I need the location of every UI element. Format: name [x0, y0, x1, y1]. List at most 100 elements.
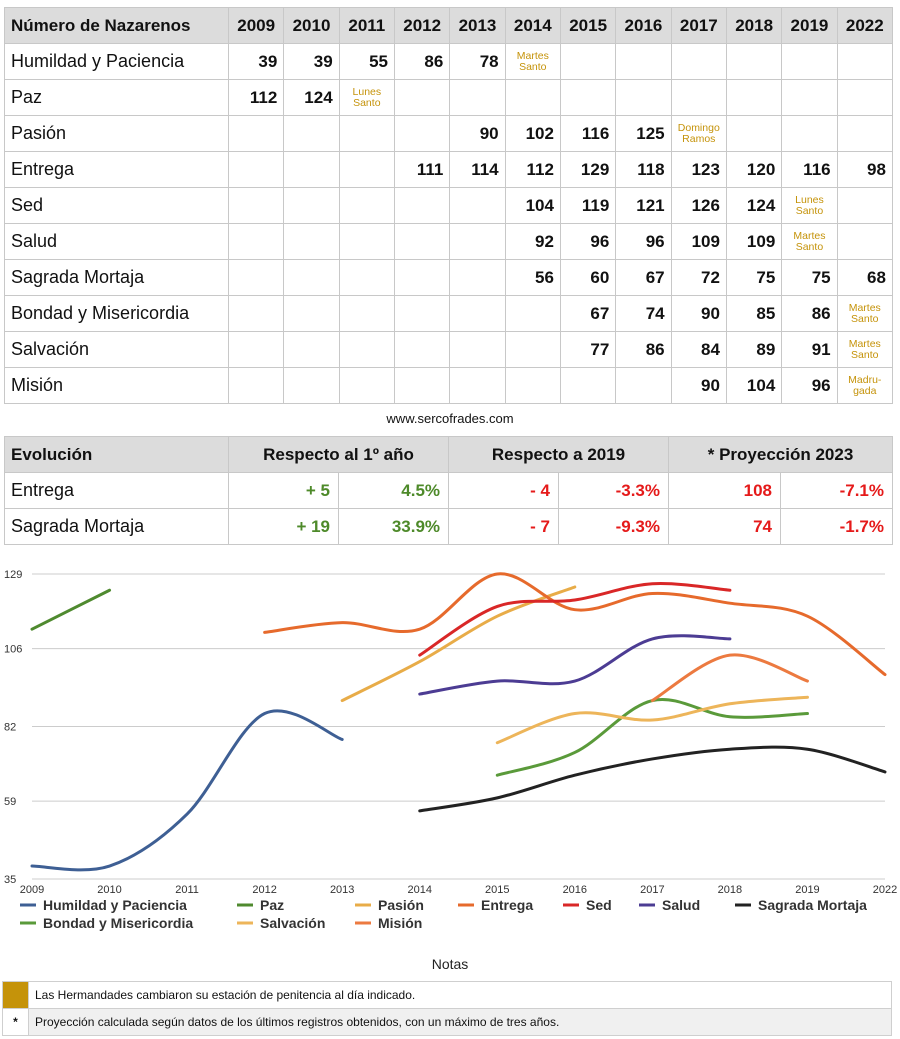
hermandad-name: Sed [4, 187, 229, 224]
station-change-note: Madru-gada [836, 367, 893, 404]
legend-label: Entrega [481, 897, 533, 913]
nazarenos-count [283, 295, 340, 332]
nazarenos-count [615, 367, 672, 404]
nazarenos-count: 102 [504, 115, 561, 152]
x-tick-label: 2018 [718, 884, 742, 896]
legend-label: Paz [260, 897, 284, 913]
nazarenos-count [393, 367, 451, 404]
station-change-note: Martes Santo [781, 223, 838, 260]
nazarenos-count [836, 187, 893, 224]
station-change-note: Lunes Santo [338, 79, 395, 116]
hermandad-name: Salud [4, 223, 229, 260]
nazarenos-count [338, 223, 395, 260]
nazarenos-count [283, 115, 340, 152]
nazarenos-row: Paz 112 124 Lunes Santo [4, 79, 893, 116]
nazarenos-count [449, 187, 506, 224]
legend-label: Pasión [378, 897, 424, 913]
nazarenos-count [504, 331, 561, 368]
hermandad-name: Paz [4, 79, 229, 116]
projection-value: 108 [668, 472, 782, 509]
evolucion-header-row: Evolución Respecto al 1º año Respecto a … [4, 436, 894, 473]
nazarenos-count: 85 [725, 295, 783, 332]
nazarenos-row: Bondad y Misericordia 67 74 90 85 86 Martes San… [4, 295, 893, 332]
year-header: 2013 [449, 7, 506, 44]
nazarenos-count [504, 295, 561, 332]
y-tick-label: 129 [4, 569, 22, 581]
nazarenos-count [725, 115, 783, 152]
year-header: 2012 [393, 7, 451, 44]
note-text: Las Hermandades cambiaron su estación de… [28, 981, 892, 1009]
nazarenos-count: 91 [781, 331, 838, 368]
nazarenos-count [725, 79, 783, 116]
chart-legend: Humildad y Paciencia Paz Pasión Entrega Sed S… [20, 897, 867, 931]
nazarenos-count: 72 [670, 259, 727, 296]
nazarenos-count [338, 367, 395, 404]
header-2019: Respecto a 2019 [448, 436, 670, 473]
nazarenos-count [781, 79, 838, 116]
nazarenos-count [559, 43, 617, 80]
nazarenos-count [781, 115, 838, 152]
nazarenos-count [283, 151, 340, 188]
x-tick-label: 2017 [640, 884, 664, 896]
legend-label: Sagrada Mortaja [758, 897, 867, 913]
nazarenos-count: 125 [615, 115, 672, 152]
nazarenos-count: 104 [504, 187, 561, 224]
nazarenos-count [227, 367, 285, 404]
nazarenos-count [836, 43, 893, 80]
nazarenos-count: 109 [670, 223, 727, 260]
note-row: * Proyección calculada según datos de lo… [2, 1008, 892, 1036]
y2019-pct: -9.3% [558, 508, 670, 545]
nazarenos-count: 109 [725, 223, 783, 260]
nazarenos-count: 75 [781, 259, 838, 296]
nazarenos-count: 39 [227, 43, 285, 80]
projection-value: 74 [668, 508, 782, 545]
nazarenos-count [393, 295, 451, 332]
station-change-note: Lunes Santo [781, 187, 838, 224]
nazarenos-row: Pasión 90 102 116 125 Domingo Ramos [4, 115, 893, 152]
nazarenos-count [393, 331, 451, 368]
nazarenos-count: 114 [449, 151, 506, 188]
nazarenos-row: Salvación 77 86 84 89 91 Martes Santo [4, 331, 893, 368]
nazarenos-count [393, 223, 451, 260]
nazarenos-count: 74 [615, 295, 672, 332]
nazarenos-count [227, 331, 285, 368]
hermandad-name: Misión [4, 367, 229, 404]
series-line [495, 697, 809, 777]
nazarenos-row: Salud 92 96 96 109 109 Martes Santo [4, 223, 893, 260]
legend-label: Misión [378, 915, 422, 931]
nazarenos-count [836, 115, 893, 152]
nazarenos-count [338, 151, 395, 188]
line-chart: 35 59 82 106 129 2009 2010 2011 2012 2013 2014 2015… [4, 569, 897, 931]
nazarenos-count: 90 [670, 295, 727, 332]
nazarenos-count [449, 79, 506, 116]
hermandad-name: Pasión [4, 115, 229, 152]
first-year-pct: 33.9% [337, 508, 450, 545]
y-tick-label: 82 [4, 722, 16, 734]
nazarenos-count [615, 43, 672, 80]
evolucion-table: Evolución Respecto al 1º año Respecto a … [4, 436, 894, 545]
nazarenos-count: 98 [836, 151, 893, 188]
nazarenos-count [227, 187, 285, 224]
nazarenos-count: 96 [559, 223, 617, 260]
nazarenos-count: 86 [393, 43, 451, 80]
nazarenos-header-label: Número de Nazarenos [4, 7, 229, 44]
evolucion-row: Sagrada Mortaja + 19 33.9% - 7 -9.3% 74 … [4, 508, 894, 545]
nazarenos-count [449, 331, 506, 368]
first-year-pct: 4.5% [337, 472, 450, 509]
legend-label: Salvación [260, 915, 325, 931]
nazarenos-count [338, 259, 395, 296]
nazarenos-count [615, 79, 672, 116]
nazarenos-count [449, 295, 506, 332]
first-year-diff: + 19 [228, 508, 339, 545]
year-header: 2019 [781, 7, 838, 44]
year-header: 2011 [338, 7, 395, 44]
series-line [495, 695, 809, 745]
nazarenos-count: 75 [725, 259, 783, 296]
x-tick-label: 2016 [563, 884, 587, 896]
nazarenos-row: Humildad y Paciencia 39 39 55 86 78 Martes Sant… [4, 43, 893, 80]
chart-axes: 35 59 82 106 129 2009 2010 2011 2012 2013 2014 2015… [4, 569, 897, 896]
hermandad-name: Bondad y Misericordia [4, 295, 229, 332]
nazarenos-count: 56 [504, 259, 561, 296]
chart-grid [32, 573, 885, 880]
nazarenos-count [393, 79, 451, 116]
